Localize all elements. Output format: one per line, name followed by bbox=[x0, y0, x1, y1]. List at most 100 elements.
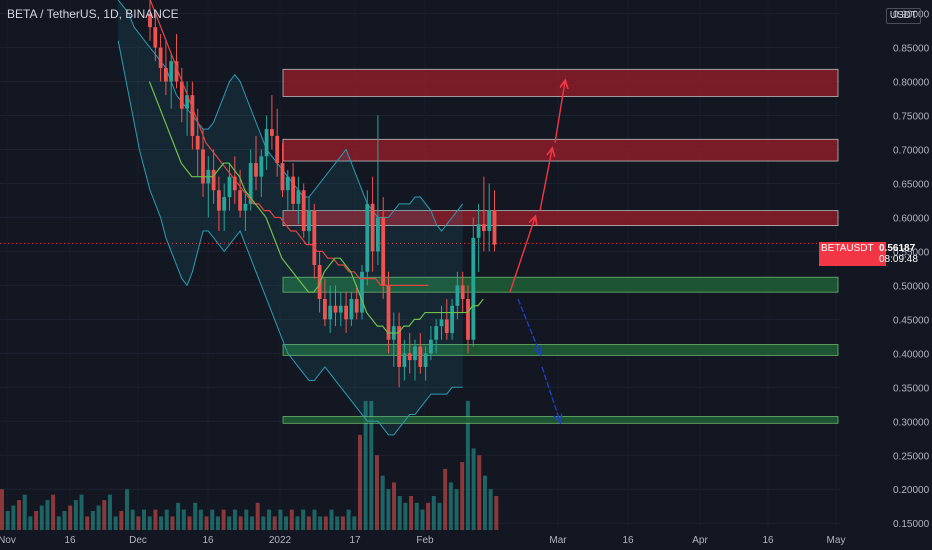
candle-body bbox=[407, 353, 412, 361]
candle-body bbox=[248, 163, 253, 204]
candle-body bbox=[354, 298, 359, 313]
candle-body bbox=[201, 149, 205, 184]
volume-bar bbox=[312, 509, 317, 530]
volume-bar bbox=[465, 400, 470, 530]
volume-bar bbox=[340, 516, 345, 530]
candle-body bbox=[285, 176, 290, 191]
volume-bar bbox=[62, 510, 67, 530]
volume-bar bbox=[414, 502, 419, 530]
candle-body bbox=[291, 176, 295, 204]
y-tick-label: 0.40000 bbox=[893, 349, 930, 360]
x-tick-label: 16 bbox=[64, 535, 76, 546]
candle-body bbox=[238, 190, 242, 211]
y-tick-label: 0.30000 bbox=[893, 417, 930, 428]
candle-body bbox=[195, 135, 200, 150]
bollinger-upper-line bbox=[117, 0, 464, 232]
ma-green-line bbox=[148, 81, 484, 334]
y-tick-label: 0.60000 bbox=[893, 213, 930, 224]
volume-bar bbox=[420, 509, 425, 530]
volume-bar bbox=[437, 502, 442, 530]
volume-bar bbox=[278, 509, 283, 530]
volume-bar bbox=[113, 516, 118, 530]
volume-bar bbox=[130, 509, 135, 530]
candle-body bbox=[429, 339, 433, 354]
candle-body bbox=[243, 203, 248, 211]
candle-body bbox=[423, 353, 428, 367]
volume-bar bbox=[215, 516, 220, 530]
volume-bar bbox=[329, 509, 334, 530]
candle-body bbox=[402, 353, 407, 367]
volume-bar bbox=[352, 516, 357, 530]
volume-bar bbox=[482, 475, 487, 530]
volume-bar bbox=[380, 475, 385, 530]
candle-body bbox=[232, 176, 237, 191]
volume-bar bbox=[409, 496, 414, 530]
last-price-tag: BETAUSDT 0.56187 08:09:48 bbox=[819, 242, 918, 266]
volume-bar bbox=[136, 516, 141, 530]
volume-bar bbox=[17, 500, 22, 530]
volume-bar bbox=[443, 468, 448, 530]
candle-body bbox=[158, 47, 163, 68]
candle-body bbox=[476, 224, 481, 238]
volume-bar bbox=[454, 489, 459, 530]
ma-red-line bbox=[149, 0, 429, 286]
volume-bar bbox=[68, 505, 73, 530]
volume-bar bbox=[284, 516, 289, 530]
volume-bar bbox=[261, 516, 266, 530]
y-tick-label: 0.65000 bbox=[893, 179, 930, 190]
x-tick-label: Mar bbox=[549, 535, 567, 546]
candle-body bbox=[259, 156, 264, 177]
volume-bar bbox=[85, 516, 90, 530]
volume-bar bbox=[477, 455, 482, 530]
candle-body bbox=[296, 190, 301, 204]
price-axis: 0.90000 0.85000 0.80000 0.75000 0.70000 0.650… bbox=[893, 10, 930, 531]
candle-body bbox=[439, 319, 444, 327]
x-tick-label: 16 bbox=[202, 535, 214, 546]
candle-body bbox=[169, 61, 174, 82]
volume-bar bbox=[39, 505, 44, 530]
volume-bar bbox=[272, 516, 277, 530]
volume-bar bbox=[494, 496, 499, 530]
volume-bar bbox=[460, 462, 465, 530]
volume-bar bbox=[386, 489, 391, 530]
volume-bar bbox=[159, 516, 164, 530]
x-tick-label: Apr bbox=[692, 535, 708, 546]
volume-bar bbox=[96, 505, 101, 530]
candle-body bbox=[365, 203, 370, 272]
candle-body bbox=[222, 197, 227, 211]
currency-badge[interactable]: USDT bbox=[885, 8, 921, 24]
volume-bar bbox=[346, 509, 351, 530]
volume-bar bbox=[125, 489, 129, 530]
volume-bar bbox=[56, 516, 61, 530]
volume-bar bbox=[0, 489, 4, 530]
y-tick-label: 0.90000 bbox=[893, 10, 930, 21]
volume-bar bbox=[28, 516, 33, 530]
candle-body bbox=[460, 285, 465, 299]
candle-body bbox=[418, 346, 423, 367]
candle-body bbox=[227, 176, 232, 198]
candle-body bbox=[349, 298, 354, 320]
time-axis: Nov 16 Dec 16 2022 17 Feb Mar 16 Apr 16 May bbox=[0, 535, 845, 546]
resistance-zone bbox=[282, 138, 839, 162]
candle-body bbox=[487, 210, 492, 232]
candle-body bbox=[444, 319, 449, 333]
candle-body bbox=[275, 135, 280, 164]
support-zone bbox=[282, 344, 839, 356]
volume-bar bbox=[392, 482, 397, 530]
volume-bar bbox=[255, 502, 260, 530]
volume-bar bbox=[448, 482, 453, 530]
volume-bar bbox=[289, 509, 294, 530]
volume-bar bbox=[79, 494, 84, 530]
y-tick-label: 0.70000 bbox=[893, 145, 930, 156]
volume-bar bbox=[250, 516, 254, 530]
x-tick-label: 17 bbox=[349, 535, 361, 546]
candle-body bbox=[370, 203, 375, 252]
volume-bar bbox=[471, 448, 476, 530]
projection-down-arrow bbox=[517, 298, 540, 353]
projection-down-arrow bbox=[541, 366, 560, 421]
volume-bar bbox=[176, 502, 181, 530]
volume-bar bbox=[306, 516, 311, 530]
candle-body bbox=[312, 210, 317, 265]
candle-body bbox=[254, 163, 258, 177]
